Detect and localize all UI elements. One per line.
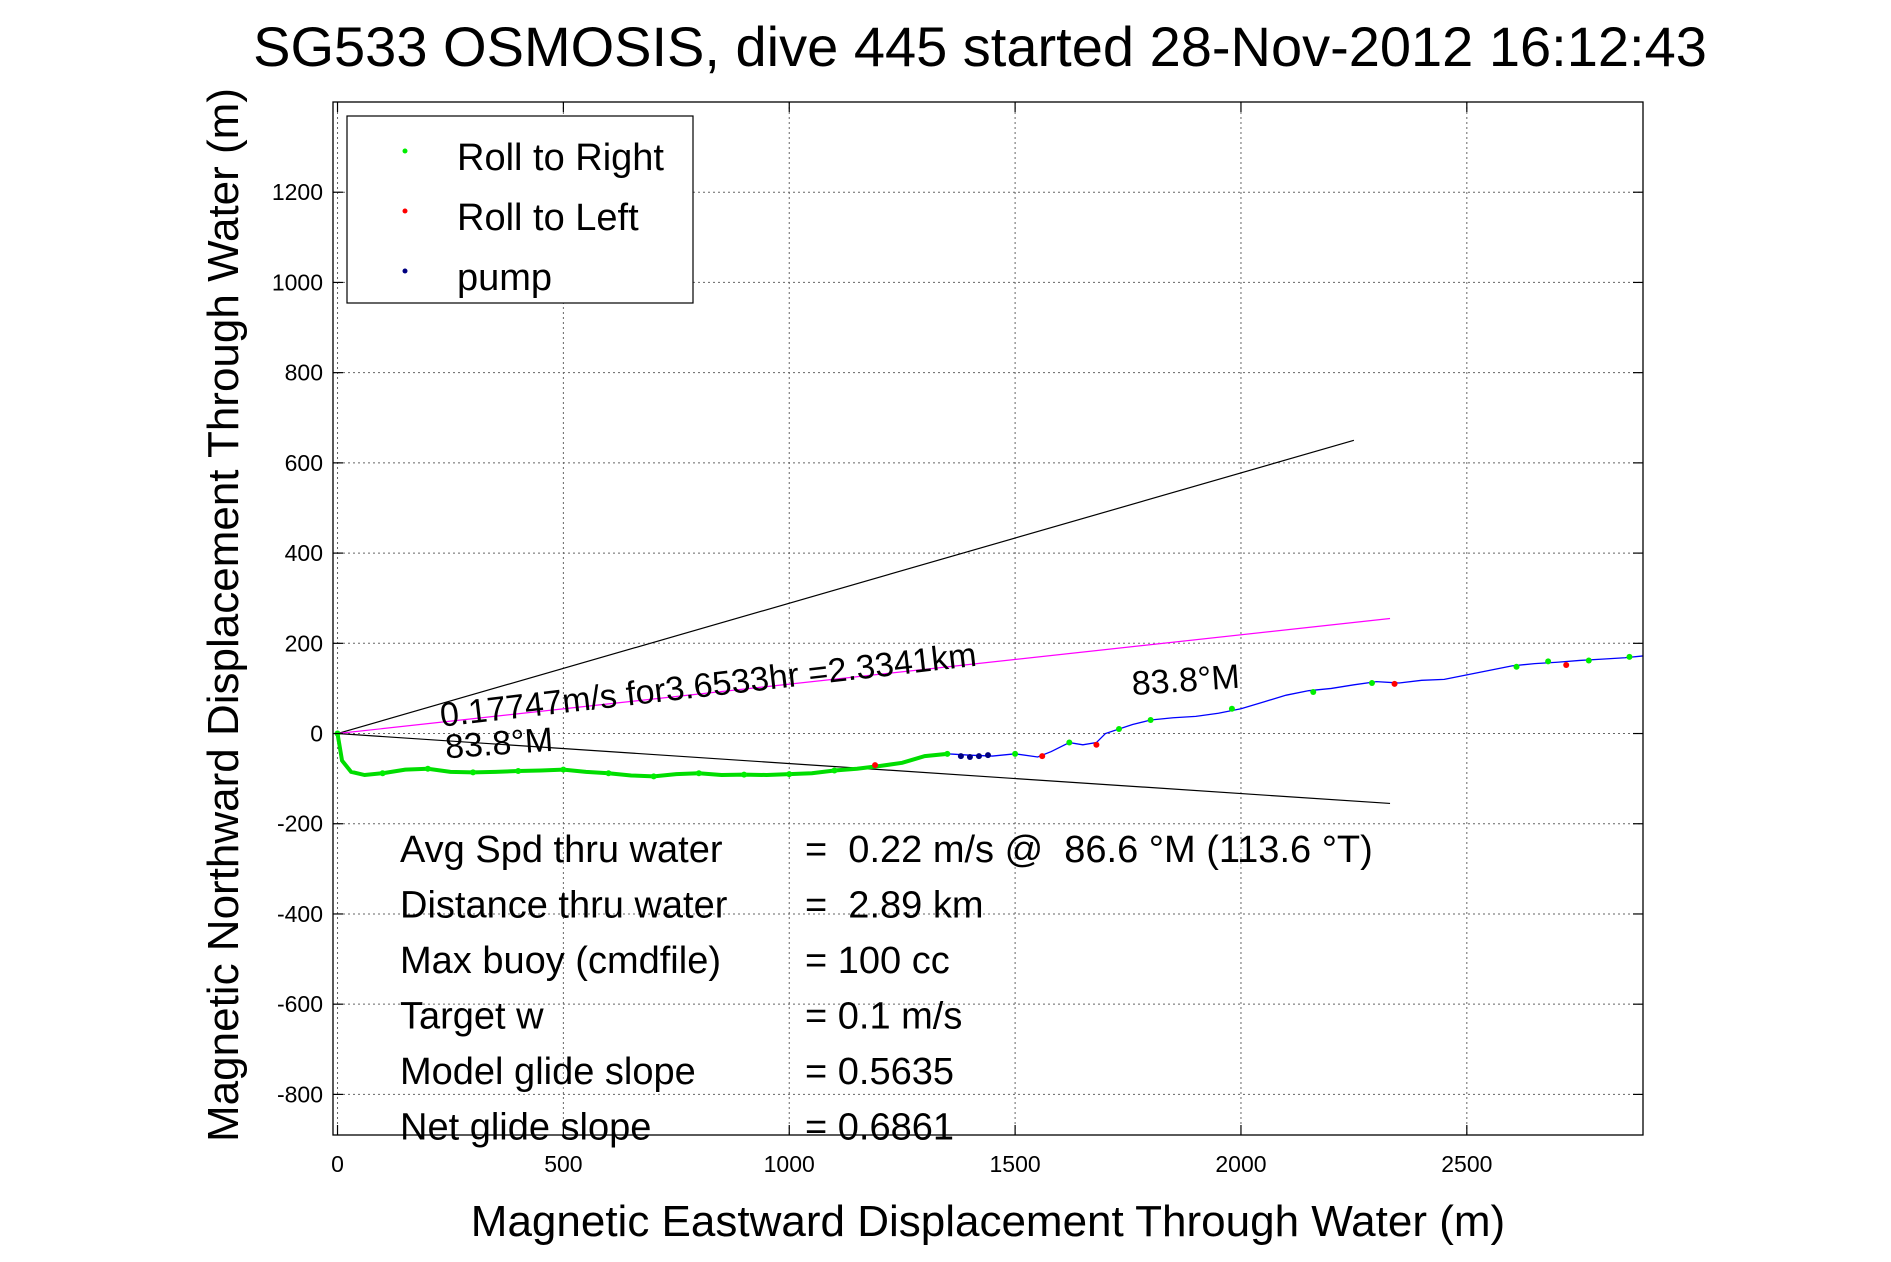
- y-tick-label: 1000: [272, 269, 323, 295]
- stats-value: = 0.6861: [805, 1107, 954, 1149]
- x-tick-label: 500: [544, 1151, 582, 1177]
- y-tick-label: 600: [285, 450, 323, 476]
- stats-value: = 0.1 m/s: [805, 996, 962, 1038]
- x-tick-label: 1500: [990, 1151, 1041, 1177]
- stats-value: = 0.5635: [805, 1051, 954, 1093]
- pump-marker: [966, 753, 973, 760]
- legend-marker: [402, 268, 408, 274]
- y-tick-label: -400: [277, 901, 323, 927]
- roll-left-marker: [1391, 680, 1398, 687]
- y-tick-label: 200: [285, 630, 323, 656]
- roll-right-marker: [1116, 726, 1122, 733]
- pump-marker: [975, 753, 982, 760]
- y-axis-label: Magnetic Northward Displacement Through …: [199, 88, 248, 1142]
- plot-frame: [332, 101, 1644, 1136]
- stats-value: = 0.22 m/s @ 86.6 °M (113.6 °T): [805, 829, 1373, 871]
- stats-block: Avg Spd thru water = 0.22 m/s @ 86.6 °M (…: [400, 829, 1373, 1149]
- stats-label: Net glide slope: [400, 1107, 651, 1149]
- roll-left-marker: [1039, 753, 1046, 760]
- x-tick-label: 2500: [1441, 1151, 1492, 1177]
- y-tick-label: 400: [285, 540, 323, 566]
- y-tick-label: 1200: [272, 179, 323, 205]
- roll-right-marker: [650, 773, 657, 780]
- y-tick-label: 0: [310, 721, 323, 747]
- stats-label: Max buoy (cmdfile): [400, 940, 721, 982]
- roll-left-marker: [872, 762, 879, 769]
- roll-right-marker: [1310, 689, 1317, 696]
- roll-right-marker: [605, 770, 612, 777]
- stats-label: Target w: [400, 996, 544, 1038]
- roll-right-marker: [515, 767, 522, 774]
- roll-right-marker: [1012, 750, 1019, 757]
- legend-entry-label: Roll to Right: [457, 137, 664, 179]
- roll-right-marker: [944, 750, 951, 757]
- roll-right-marker: [470, 769, 477, 776]
- roll-right-marker: [831, 767, 838, 774]
- reference-line: [337, 617, 1391, 735]
- legend-entry-label: Roll to Left: [457, 197, 639, 239]
- roll-right-marker: [1585, 657, 1592, 664]
- x-tick-label: 2000: [1215, 1151, 1266, 1177]
- y-tick-label: -600: [277, 991, 323, 1017]
- roll-left-marker: [1093, 741, 1100, 748]
- roll-left-marker: [1563, 661, 1570, 668]
- legend-marker: [402, 148, 408, 154]
- stats-label: Distance thru water: [400, 885, 728, 927]
- stats-value: = 2.89 km: [805, 885, 983, 927]
- stats-label: Avg Spd thru water: [400, 829, 723, 871]
- roll-right-dense-segment: [335, 733, 948, 779]
- pump-marker: [957, 753, 964, 760]
- annotation-text: 83.8°M: [1130, 658, 1240, 703]
- y-tick-label: 800: [285, 360, 323, 386]
- legend: Roll to Right Roll to Left pump: [346, 115, 694, 304]
- legend-marker: [402, 208, 408, 214]
- roll-right-marker: [1626, 653, 1633, 660]
- roll-right-marker: [786, 771, 793, 778]
- pump-marker: [985, 752, 991, 759]
- legend-entry-label: pump: [457, 257, 552, 299]
- roll-right-marker: [1368, 680, 1375, 687]
- roll-right-marker: [741, 771, 748, 778]
- stats-value: = 100 cc: [805, 940, 950, 982]
- roll-right-marker: [560, 766, 567, 773]
- y-tick-label: -200: [277, 811, 323, 837]
- annotation-text: 83.8°M: [444, 721, 554, 766]
- y-tick-label: -800: [277, 1081, 323, 1107]
- roll-right-marker: [695, 770, 702, 777]
- roll-right-marker: [1545, 658, 1552, 665]
- roll-right-marker: [1228, 705, 1235, 712]
- roll-right-marker: [424, 765, 431, 772]
- x-tick-label: 0: [331, 1151, 344, 1177]
- stats-label: Model glide slope: [400, 1051, 696, 1093]
- x-tick-label: 1000: [764, 1151, 815, 1177]
- series-layer: [335, 655, 1644, 779]
- roll-right-marker: [1513, 663, 1520, 670]
- roll-right-marker: [379, 770, 386, 777]
- x-axis-label: Magnetic Eastward Displacement Through W…: [471, 1197, 1505, 1246]
- tick-layer: 0 500 1000 1500 2000 2500 -800 -600 -400 -200 0 200…: [272, 102, 1643, 1177]
- grid-layer: [333, 102, 1643, 1135]
- roll-right-marker: [1066, 739, 1073, 746]
- marker-layer: [334, 653, 1633, 780]
- roll-right-marker: [1147, 716, 1154, 723]
- reference-line: [337, 439, 1355, 735]
- chart-title: SG533 OSMOSIS, dive 445 started 28-Nov-2…: [253, 15, 1707, 78]
